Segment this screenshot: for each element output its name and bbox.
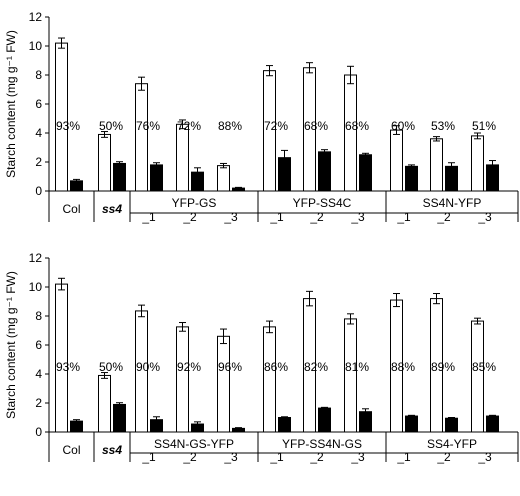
percent-label: 50%: [99, 119, 123, 133]
y-tick-label: 10: [29, 280, 43, 294]
percent-label: 85%: [472, 360, 496, 374]
y-tick-label: 4: [35, 126, 42, 140]
bar-SS4-YFP_3-white: [471, 320, 484, 433]
member-label: _1: [141, 210, 156, 224]
member-label: _3: [350, 210, 365, 224]
member-label: _1: [269, 450, 284, 464]
group-label-YFP-SS4N-GS: YFP-SS4N-GS: [282, 437, 362, 451]
y-axis-title: Starch content (mg g⁻¹ FW): [4, 30, 18, 178]
bar-SS4-YFP_2-black: [445, 417, 458, 433]
percent-label: 81%: [345, 360, 369, 374]
percent-label: 72%: [177, 119, 201, 133]
percent-label: 51%: [472, 119, 496, 133]
bar-YFP-GS_1-white: [135, 83, 148, 192]
percent-label: 68%: [304, 119, 328, 133]
percent-label: 90%: [136, 360, 160, 374]
bar-ss4-white: [98, 133, 111, 192]
bar-YFP-SS4N-GS_1-white: [263, 326, 276, 433]
bar-ss4-white: [98, 374, 111, 433]
percent-label: 92%: [177, 360, 201, 374]
y-axis-title: Starch content (mg g⁻¹ FW): [4, 271, 18, 419]
group-label-SS4N-GS-YFP: SS4N-GS-YFP: [154, 437, 234, 451]
bar-Col-white: [55, 283, 68, 433]
member-label: _2: [436, 450, 451, 464]
member-label: _3: [477, 450, 492, 464]
member-label: _1: [141, 450, 156, 464]
bar-Col-white: [55, 42, 68, 192]
member-label: _2: [309, 210, 324, 224]
percent-label: 68%: [345, 119, 369, 133]
y-tick-label: 2: [35, 155, 42, 169]
member-label: _3: [223, 210, 238, 224]
y-tick-label: 12: [29, 10, 43, 24]
bar-YFP-SS4N-GS_2-black: [318, 407, 331, 433]
bar-YFP-SS4N-GS_1-black: [278, 417, 291, 433]
member-label: _3: [223, 450, 238, 464]
percent-label: 88%: [218, 119, 242, 133]
bar-SS4N-YFP_3-white: [471, 135, 484, 192]
chart-panel-1: 0 2 4 6 8 10 12 Starch content (mg g⁻¹ FW) 93% 50…: [4, 10, 519, 224]
y-tick-label: 10: [29, 39, 43, 53]
bar-ss4-black: [113, 403, 126, 433]
percent-label: 93%: [56, 360, 80, 374]
y-tick-label: 8: [35, 309, 42, 323]
percent-label: 89%: [431, 360, 455, 374]
group-label-SS4N-YFP: SS4N-YFP: [423, 196, 482, 210]
member-label: _2: [436, 210, 451, 224]
member-label: _1: [396, 450, 411, 464]
percent-label: 50%: [99, 360, 123, 374]
bar-SS4-YFP_3-black: [486, 415, 499, 433]
sample-label-Col: Col: [62, 202, 80, 216]
group-label-YFP-GS: YFP-GS: [172, 196, 217, 210]
member-label: _1: [396, 210, 411, 224]
percent-label: 60%: [391, 119, 415, 133]
sample-label-ss4: ss4: [102, 202, 122, 216]
percent-label: 88%: [391, 360, 415, 374]
percent-label: 72%: [264, 119, 288, 133]
member-label: _2: [182, 450, 197, 464]
member-label: _1: [269, 210, 284, 224]
y-tick-label: 6: [35, 97, 42, 111]
y-tick-label: 4: [35, 367, 42, 381]
bar-SS4N-YFP_1-white: [390, 129, 403, 192]
bar-SS4N-GS-YFP_2-white: [176, 326, 189, 433]
sample-label-Col: Col: [62, 443, 80, 457]
percent-label: 93%: [56, 119, 80, 133]
bar-YFP-GS_2-white: [176, 123, 189, 192]
y-tick-label: 0: [35, 425, 42, 439]
bar-YFP-GS_3-white: [217, 165, 230, 192]
bar-YFP-SS4C_2-black: [318, 151, 331, 192]
member-label: _2: [182, 210, 197, 224]
y-tick-label: 6: [35, 338, 42, 352]
percent-label: 53%: [431, 119, 455, 133]
y-tick-label: 0: [35, 184, 42, 198]
y-tick-label: 12: [29, 251, 43, 265]
percent-label: 96%: [218, 360, 242, 374]
member-label: _2: [309, 450, 324, 464]
bar-SS4N-GS-YFP_3-white: [217, 335, 230, 433]
y-tick-label: 2: [35, 396, 42, 410]
y-tick-label: 8: [35, 68, 42, 82]
bar-YFP-SS4C_3-black: [359, 154, 372, 192]
bar-SS4N-YFP_2-white: [430, 138, 443, 192]
member-label: _3: [350, 450, 365, 464]
group-label-YFP-SS4C: YFP-SS4C: [293, 196, 352, 210]
percent-label: 86%: [264, 360, 288, 374]
group-label-SS4-YFP: SS4-YFP: [427, 437, 477, 451]
percent-label: 76%: [136, 119, 160, 133]
bar-YFP-SS4N-GS_3-white: [344, 318, 357, 433]
member-label: _3: [477, 210, 492, 224]
bar-SS4N-YFP_1-black: [405, 165, 418, 192]
bar-YFP-GS_1-black: [150, 164, 163, 192]
percent-label: 82%: [304, 360, 328, 374]
bar-YFP-SS4C_3-white: [344, 74, 357, 192]
sample-label-ss4: ss4: [102, 443, 122, 457]
bar-ss4-black: [113, 162, 126, 192]
bar-SS4-YFP_1-black: [405, 415, 418, 433]
chart-panel-2: 0 2 4 6 8 10 12 Starch content (mg g⁻¹ FW) 93% 50…: [4, 251, 519, 464]
